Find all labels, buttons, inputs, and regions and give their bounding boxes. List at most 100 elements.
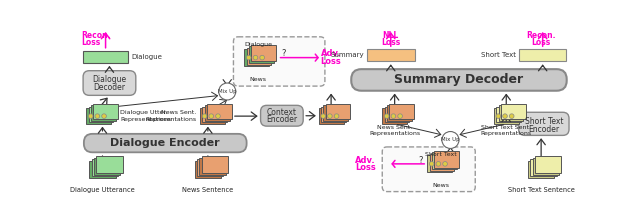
Bar [323, 105, 348, 121]
FancyBboxPatch shape [382, 147, 476, 192]
Circle shape [95, 114, 100, 118]
Bar [207, 104, 232, 119]
Bar [532, 158, 559, 175]
Text: Short Text Sentence: Short Text Sentence [508, 187, 575, 193]
Bar [326, 104, 351, 119]
Text: Decoder: Decoder [93, 83, 125, 92]
Bar [83, 51, 128, 63]
Circle shape [219, 83, 236, 100]
Circle shape [502, 114, 508, 118]
Bar [496, 107, 521, 122]
Bar [93, 104, 118, 119]
Text: Short Text Sent.: Short Text Sent. [481, 125, 531, 130]
Text: News Sentence: News Sentence [182, 187, 234, 193]
Bar [252, 44, 276, 61]
Circle shape [398, 114, 403, 118]
FancyBboxPatch shape [518, 112, 569, 135]
Bar [321, 107, 346, 122]
Circle shape [253, 55, 258, 60]
Circle shape [385, 114, 389, 118]
Bar [205, 105, 230, 121]
Bar [91, 105, 116, 121]
Bar [197, 159, 223, 176]
Text: Representations: Representations [369, 131, 420, 136]
Text: Loss: Loss [531, 38, 551, 47]
Text: ?: ? [282, 49, 286, 58]
Bar [367, 49, 415, 61]
Circle shape [429, 162, 434, 166]
Circle shape [102, 114, 106, 118]
Bar [389, 104, 414, 119]
Bar [246, 48, 271, 64]
Text: Short Text: Short Text [525, 117, 563, 126]
Text: Adv.: Adv. [321, 49, 341, 58]
Bar [434, 151, 459, 168]
Bar [385, 107, 410, 122]
Text: Dialogue Utter.: Dialogue Utter. [120, 110, 168, 115]
Text: News: News [250, 77, 267, 82]
Bar [86, 108, 111, 124]
Text: News Sent.: News Sent. [161, 110, 196, 115]
Text: Dialogue Encoder: Dialogue Encoder [111, 138, 220, 148]
Bar [531, 159, 557, 176]
Circle shape [442, 132, 459, 148]
Bar [432, 152, 457, 169]
Bar [244, 49, 269, 66]
Circle shape [443, 162, 447, 166]
Circle shape [436, 162, 441, 166]
Circle shape [88, 114, 93, 118]
FancyBboxPatch shape [83, 71, 136, 95]
Bar [202, 107, 227, 122]
Bar [200, 108, 225, 124]
Text: Loss: Loss [321, 57, 342, 66]
Bar [88, 107, 113, 122]
Bar [199, 158, 226, 175]
Circle shape [334, 114, 339, 118]
Bar [501, 104, 525, 119]
Bar [429, 154, 454, 171]
Text: Loss: Loss [381, 38, 401, 47]
FancyBboxPatch shape [234, 37, 325, 86]
Text: Summary Decoder: Summary Decoder [394, 73, 524, 86]
Bar [92, 159, 118, 176]
Text: Mix Up: Mix Up [218, 89, 237, 94]
Text: Encoder: Encoder [528, 125, 559, 134]
Bar [535, 156, 561, 173]
Circle shape [391, 114, 396, 118]
Text: NLL: NLL [383, 31, 399, 40]
Text: News: News [433, 183, 450, 188]
Text: Loss: Loss [355, 163, 376, 172]
Text: Recon.: Recon. [526, 31, 556, 40]
Text: Context: Context [267, 108, 297, 117]
Bar [96, 156, 123, 173]
Text: ?: ? [419, 156, 423, 164]
Text: Representations: Representations [145, 117, 196, 122]
Circle shape [509, 114, 514, 118]
Bar [494, 108, 518, 124]
Text: Summary: Summary [330, 52, 364, 58]
Text: Dialogue: Dialogue [244, 42, 272, 47]
Text: Dialogue Utterance: Dialogue Utterance [70, 187, 135, 193]
Bar [387, 105, 412, 121]
Text: Dialogue: Dialogue [131, 54, 162, 60]
Bar [94, 158, 120, 175]
FancyBboxPatch shape [351, 69, 566, 91]
Bar [528, 161, 554, 178]
Bar [90, 161, 116, 178]
Circle shape [209, 114, 214, 118]
Bar [249, 46, 274, 63]
Circle shape [202, 114, 207, 118]
Bar [382, 108, 407, 124]
Circle shape [321, 114, 326, 118]
Text: Short Text: Short Text [481, 52, 516, 58]
Text: Representations: Representations [481, 131, 532, 136]
Bar [499, 105, 524, 121]
Text: News Sent.: News Sent. [377, 125, 412, 130]
Text: Loss: Loss [81, 38, 101, 47]
Circle shape [496, 114, 500, 118]
Circle shape [328, 114, 332, 118]
Bar [202, 156, 228, 173]
Text: Mix Up: Mix Up [441, 138, 460, 143]
FancyBboxPatch shape [260, 105, 303, 126]
FancyBboxPatch shape [84, 134, 246, 152]
